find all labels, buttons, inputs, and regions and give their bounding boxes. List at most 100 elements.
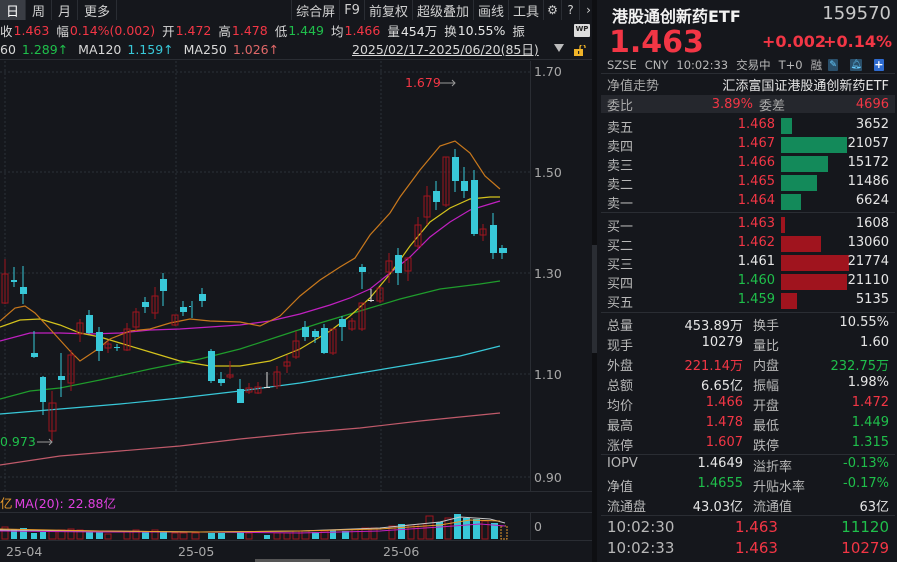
help-icon[interactable]: ? <box>561 0 579 20</box>
volume-chart[interactable] <box>0 513 530 540</box>
status-row: SZSE CNY 10:02:33 交易中 T+0 融 ✎ 🔔︎ + <box>607 57 892 73</box>
draw-line-button[interactable]: 画线 <box>472 0 508 20</box>
ma120-value: 1.159↑ <box>127 42 174 57</box>
tools-button[interactable]: 工具 <box>507 0 543 20</box>
divider <box>601 454 895 455</box>
security-name: 港股通创新药ETF <box>612 7 741 26</box>
low-value: 1.449 <box>288 22 325 38</box>
tab-weekly[interactable]: 周 <box>26 0 53 20</box>
volume-bar <box>781 293 797 309</box>
quote-summary-line: 收 1.463 幅 0.14%(0.002) 开 1.472 高 1.478 低… <box>0 20 597 40</box>
turnover-label: 换 <box>444 23 457 39</box>
divider <box>601 212 895 213</box>
edit-icon[interactable]: ✎ <box>828 59 839 71</box>
quote-time: 10:02:33 <box>676 58 729 72</box>
ask-level[interactable]: 卖三 1.466 15172 <box>607 155 889 174</box>
forward-adjust-button[interactable]: 前复权 <box>363 0 412 20</box>
high-label: 高 <box>218 23 231 39</box>
ma60-value: 1.289↑ <box>21 42 69 57</box>
bid-level[interactable]: 买四 1.460 21110 <box>607 273 889 292</box>
y-label: 1.10 <box>534 367 562 382</box>
chevron-right-icon[interactable]: › <box>579 0 597 20</box>
tab-monthly[interactable]: 月 <box>52 0 79 20</box>
y-label: 1.70 <box>534 64 562 79</box>
avg-value: 1.466 <box>344 22 381 38</box>
volume-bar <box>781 194 801 210</box>
weibi-value: 3.89% <box>711 96 753 112</box>
margin-flag: 融 <box>810 58 823 72</box>
chart-toolbar: 日 周 月 更多 综合屏 F9 前复权 超级叠加 画线 工具 ⚙ ? › <box>0 0 597 20</box>
ma60-label: 60 <box>0 42 16 57</box>
stat-row: 现手 10279 量比 1.60 <box>607 335 889 354</box>
divider <box>601 515 895 516</box>
volume-bar <box>781 156 828 172</box>
alert-bell-icon[interactable]: 🔔︎ <box>850 59 862 71</box>
tick-row: 10:02:30 1.463 11120 <box>607 518 889 536</box>
high-marker-text: 1.679 <box>405 75 441 90</box>
fund-full-name: 汇添富国证港股通创新药ETF <box>722 79 889 94</box>
bid-level[interactable]: 买二 1.462 13060 <box>607 235 889 254</box>
tab-more[interactable]: 更多 <box>78 0 118 20</box>
volume-bar <box>781 274 847 290</box>
volume-bar <box>781 118 792 134</box>
divider <box>601 312 895 313</box>
ask-level[interactable]: 卖二 1.465 11486 <box>607 174 889 193</box>
stat-row: 均价 1.466 开盘 1.472 <box>607 395 889 414</box>
close-label: 收 <box>0 23 13 39</box>
nav-trend-link[interactable]: 净值走势 <box>607 79 660 94</box>
price-axis: 1.70 1.50 1.30 1.10 0.90 <box>530 61 592 491</box>
ask-level[interactable]: 卖一 1.464 6624 <box>607 193 889 212</box>
exchange: SZSE <box>607 58 637 72</box>
weicha-label: 委差 <box>759 98 786 114</box>
unlock-icon[interactable] <box>574 45 586 56</box>
moving-average-line: 60 1.289↑ MA120 1.159↑ MA250 1.026↑ 2025… <box>0 40 597 60</box>
caret-down-icon[interactable] <box>554 44 564 52</box>
price-change: +0.002 <box>762 32 827 51</box>
bid-level[interactable]: 买五 1.459 5135 <box>607 292 889 311</box>
x-label: 25-06 <box>383 544 420 559</box>
stat-row: 净值 1.4655 升贴水率 -0.17% <box>607 476 889 495</box>
high-value: 1.478 <box>231 22 268 38</box>
unit-fragment: 亿 <box>0 495 13 511</box>
bid-level[interactable]: 买一 1.463 1608 <box>607 216 889 235</box>
wp-icon[interactable]: WP <box>574 24 590 37</box>
tab-daily[interactable]: 日 <box>0 0 27 20</box>
last-price: 1.463 <box>609 25 704 60</box>
volume-bar <box>781 137 847 153</box>
date-axis: 25-04 25-05 25-06 <box>0 540 592 562</box>
order-ratio-row: 委比 3.89% 委差 4696 <box>601 95 895 114</box>
stat-row: 涨停 1.607 跌停 1.315 <box>607 435 889 454</box>
volume-axis-label: 0 <box>534 519 542 534</box>
stat-row: 外盘 221.14万 内盘 232.75万 <box>607 359 889 374</box>
ask-level[interactable]: 卖四 1.467 21057 <box>607 136 889 155</box>
weicha-value: 4696 <box>855 96 889 112</box>
avg-label: 均 <box>331 23 344 39</box>
horizontal-scrollbar[interactable] <box>255 559 330 562</box>
stat-row: 流通盘 43.03亿 流通值 63亿 <box>607 500 889 515</box>
stat-row: 总量 453.89万 换手 10.55% <box>607 315 889 334</box>
settlement-type: T+0 <box>778 58 803 72</box>
add-watchlist-icon[interactable]: + <box>873 58 884 71</box>
volume-ma-label: MA(20): 22.88亿 <box>14 495 116 511</box>
weibi-label: 委比 <box>607 98 634 114</box>
candlestick-svg: 1.679 0.973 <box>0 61 530 491</box>
volume-axis: 0 <box>530 513 592 540</box>
nav-row[interactable]: 净值走势 汇添富国证港股通创新药ETF <box>601 73 895 95</box>
composite-screen-button[interactable]: 综合屏 <box>291 0 339 20</box>
super-overlay-button[interactable]: 超级叠加 <box>411 0 473 20</box>
tick-row: 10:02:33 1.463 10279 <box>607 539 889 557</box>
f9-button[interactable]: F9 <box>339 0 364 20</box>
collapse-handle[interactable] <box>592 245 597 353</box>
date-range-selector[interactable]: 2025/02/17-2025/06/20(85日) <box>352 42 539 57</box>
turnover-value: 10.55% <box>457 22 506 38</box>
quote-panel: 港股通创新药ETF 159570 1.463 +0.002 +0.14% SZS… <box>597 0 897 562</box>
y-label: 1.50 <box>534 165 562 180</box>
stat-row: 最高 1.478 最低 1.449 <box>607 415 889 434</box>
ask-level[interactable]: 卖五 1.468 3652 <box>607 117 889 136</box>
candlestick-chart[interactable]: 1.679 0.973 <box>0 61 530 491</box>
gear-icon[interactable]: ⚙ <box>543 0 561 20</box>
stat-row: 总额 6.65亿 振幅 1.98% <box>607 375 889 394</box>
bid-level[interactable]: 买三 1.461 21774 <box>607 254 889 273</box>
ma250-label: MA250 <box>183 42 227 57</box>
volume-bar <box>781 175 817 191</box>
